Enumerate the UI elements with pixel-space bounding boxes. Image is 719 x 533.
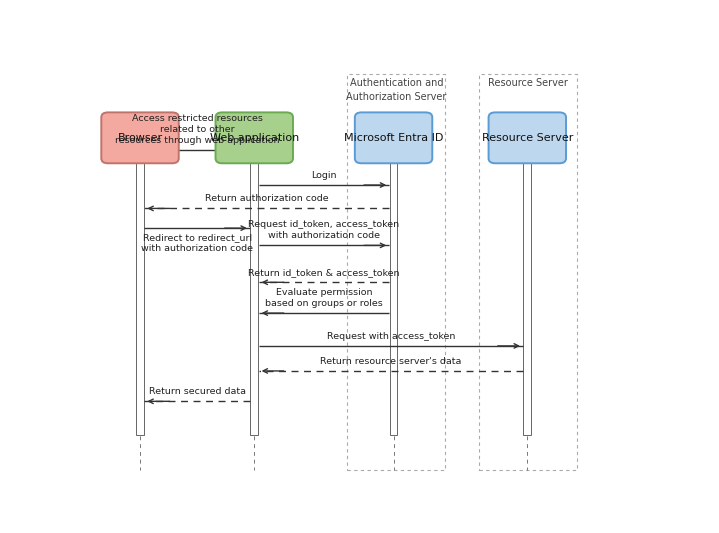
Text: Request id_token, access_token
with authorization code: Request id_token, access_token with auth… (248, 220, 400, 240)
Text: Return authorization code: Return authorization code (205, 195, 329, 204)
Text: Return id_token & access_token: Return id_token & access_token (248, 269, 400, 277)
FancyBboxPatch shape (216, 112, 293, 163)
Text: Microsoft Entra ID: Microsoft Entra ID (344, 133, 443, 143)
FancyBboxPatch shape (355, 112, 432, 163)
Text: Resource Server: Resource Server (488, 78, 568, 88)
Text: Web application: Web application (210, 133, 299, 143)
Text: Authentication and
Authorization Server: Authentication and Authorization Server (346, 78, 446, 101)
Text: Return resource server's data: Return resource server's data (320, 357, 462, 366)
Text: Resource Server: Resource Server (482, 133, 573, 143)
Text: Access restricted resources
related to other
resources through web application: Access restricted resources related to o… (115, 114, 280, 145)
FancyBboxPatch shape (101, 112, 179, 163)
FancyBboxPatch shape (489, 112, 566, 163)
Text: Browser: Browser (117, 133, 162, 143)
Text: Login: Login (311, 171, 336, 180)
FancyBboxPatch shape (523, 132, 531, 435)
Bar (347, 74, 445, 470)
Text: Request with access_token: Request with access_token (326, 332, 455, 341)
Text: Redirect to redirect_url
with authorization code: Redirect to redirect_url with authorizat… (141, 233, 253, 253)
Text: Return secured data: Return secured data (149, 387, 246, 397)
FancyBboxPatch shape (250, 132, 258, 435)
Text: Evaluate permission
based on groups or roles: Evaluate permission based on groups or r… (265, 288, 383, 308)
FancyBboxPatch shape (390, 132, 398, 435)
FancyBboxPatch shape (136, 132, 144, 435)
Bar (479, 74, 577, 470)
